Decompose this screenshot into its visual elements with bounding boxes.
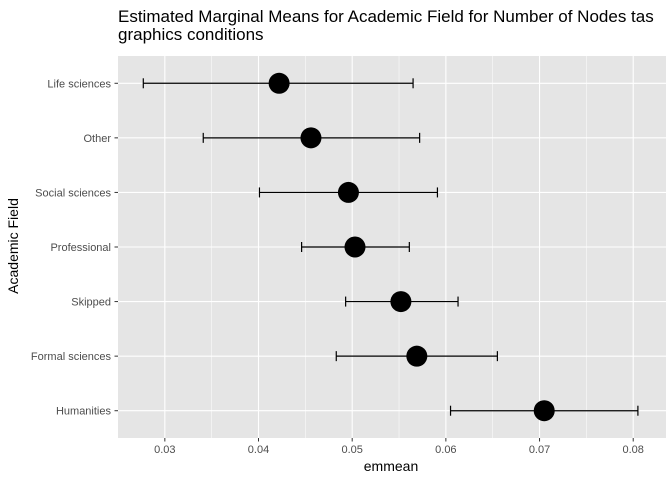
errorbar-group — [345, 291, 459, 313]
y-tick-label: Professional — [50, 242, 111, 254]
x-tick-label: 0.08 — [623, 444, 644, 456]
y-tick-label: Life sciences — [47, 78, 111, 90]
y-tick-label: Social sciences — [35, 187, 111, 199]
axes: 0.03 0.04 0.05 0.06 0.07 0.08 Life sciences Oth… — [31, 78, 644, 456]
x-tick-label: 0.05 — [341, 444, 362, 456]
errorbar-group — [301, 236, 410, 258]
data-point — [337, 181, 359, 203]
data-point — [344, 236, 366, 258]
y-tick-label: Skipped — [71, 297, 111, 309]
errorbar-group — [142, 72, 414, 94]
data-point — [300, 127, 322, 149]
data-marks — [142, 72, 639, 422]
errorbar-group — [202, 127, 421, 149]
errorbar-group — [449, 400, 639, 422]
chart-subtitle: graphics conditions — [118, 25, 264, 44]
x-axis-title: emmean — [364, 458, 418, 474]
y-tick-label: Formal sciences — [31, 351, 112, 363]
data-point — [268, 72, 290, 94]
errorbar-group — [258, 181, 439, 203]
x-tick-label: 0.04 — [248, 444, 269, 456]
chart-title: Estimated Marginal Means for Academic Fi… — [118, 7, 654, 26]
errorbar-group — [335, 345, 498, 367]
y-tick-label: Humanities — [56, 406, 112, 418]
x-tick-label: 0.03 — [154, 444, 175, 456]
y-tick-label: Other — [83, 133, 111, 145]
x-tick-label: 0.06 — [435, 444, 456, 456]
y-axis-title: Academic Field — [5, 198, 21, 294]
data-point — [533, 400, 555, 422]
data-point — [406, 345, 428, 367]
data-point — [390, 291, 412, 313]
x-tick-label: 0.07 — [529, 444, 550, 456]
